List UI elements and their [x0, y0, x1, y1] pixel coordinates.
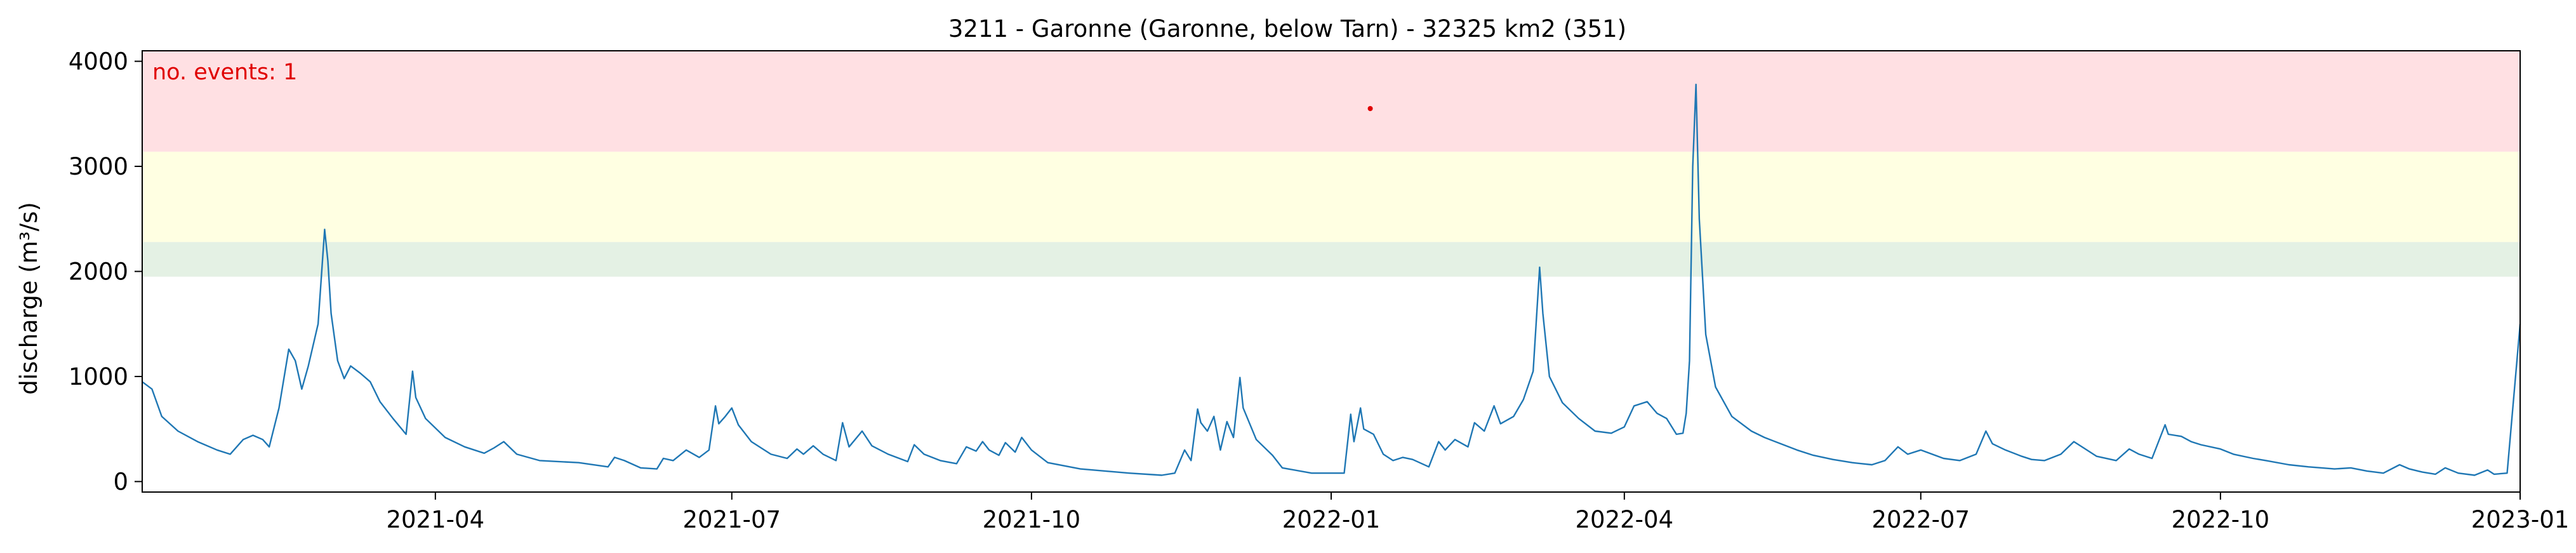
discharge-line-0 — [142, 83, 2521, 476]
y-axis-label: discharge (m³/s) — [15, 202, 43, 395]
x-axis: 2021-04 2021-07 2021-10 2022-01 2022-04 2022-… — [387, 492, 2570, 533]
event-marker-0 — [1367, 106, 1373, 112]
chart-title: 3211 - Garonne (Garonne, below Tarn) - 3… — [948, 15, 1626, 43]
x-tick-label-0: 2021-04 — [387, 506, 485, 533]
x-tick-label-7: 2023-01 — [2471, 506, 2570, 533]
series-layer — [142, 83, 2521, 476]
events-annotation: no. events: 1 — [152, 60, 297, 85]
y-axis: 0 1000 2000 3000 4000 — [69, 48, 142, 495]
x-tick-label-5: 2022-07 — [1871, 506, 1970, 533]
x-tick-label-6: 2022-10 — [2172, 506, 2270, 533]
y-tick-label-1: 1000 — [69, 363, 128, 390]
y-tick-label-2: 2000 — [69, 258, 128, 286]
threshold-band-2 — [142, 51, 2520, 152]
threshold-band-1 — [142, 151, 2520, 243]
x-tick-label-1: 2021-07 — [682, 506, 781, 533]
y-tick-label-4: 4000 — [69, 48, 128, 76]
x-tick-label-3: 2022-01 — [1282, 506, 1381, 533]
y-tick-label-0: 0 — [113, 468, 128, 495]
threshold-band-0 — [142, 242, 2520, 277]
x-tick-label-4: 2022-04 — [1576, 506, 1674, 533]
events-layer — [1367, 106, 1373, 112]
threshold-bands — [142, 51, 2520, 277]
x-tick-label-2: 2021-10 — [983, 506, 1081, 533]
y-tick-label-3: 3000 — [69, 153, 128, 180]
